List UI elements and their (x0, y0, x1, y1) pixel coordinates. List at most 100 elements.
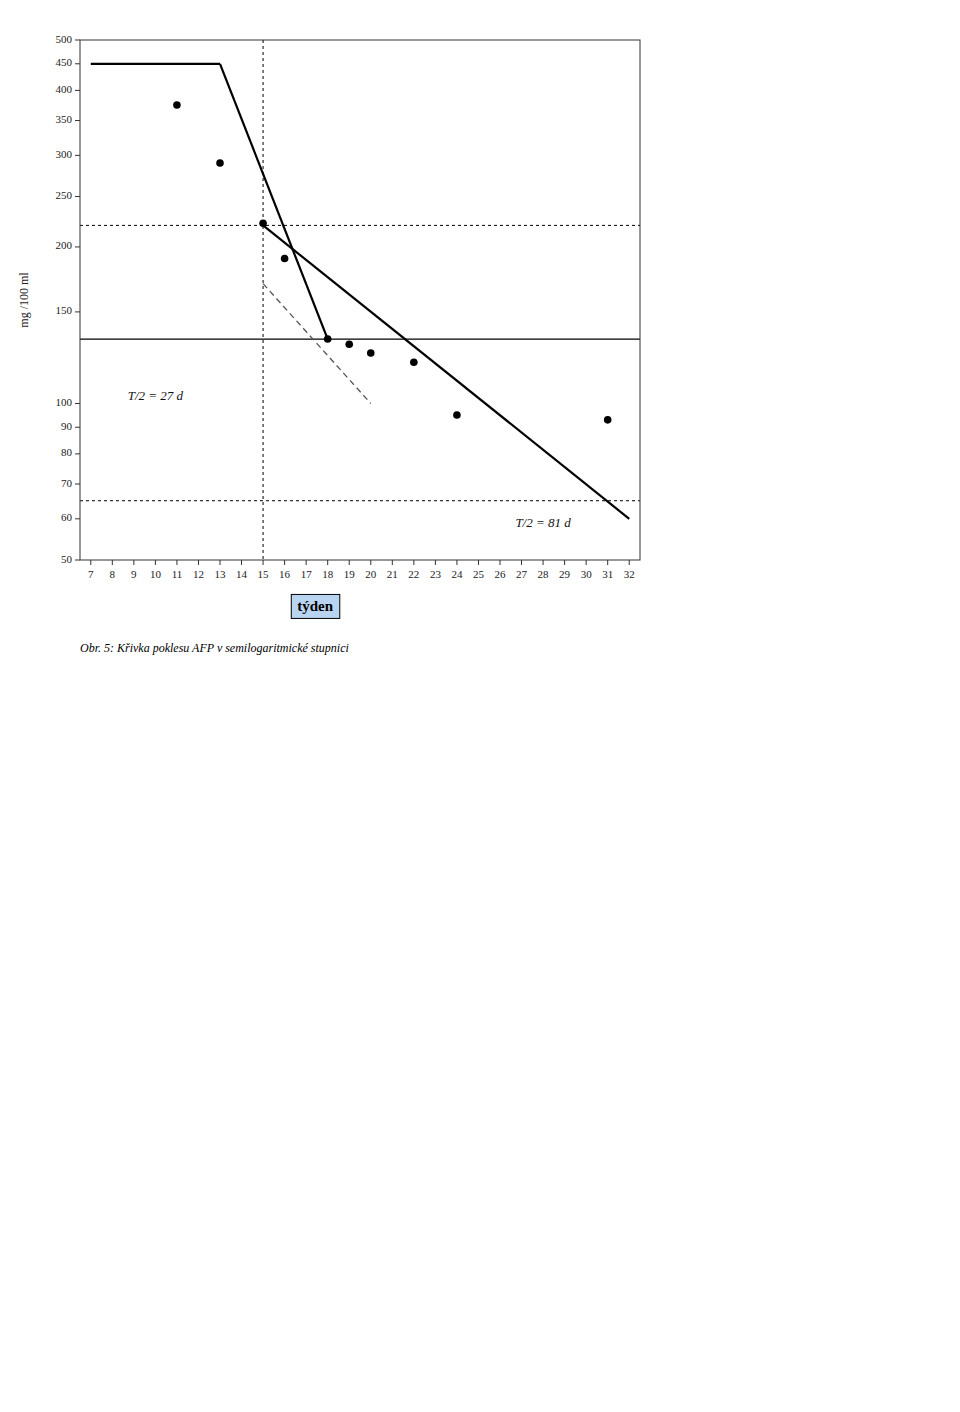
x-tick-label: 24 (451, 568, 463, 580)
reference-hline (80, 225, 640, 226)
x-tick-label: 15 (258, 568, 270, 580)
x-tick (133, 560, 134, 565)
x-tick (543, 560, 544, 565)
point (281, 255, 289, 263)
y-axis: 5060708090100150200250300350400450500mg … (17, 33, 80, 565)
line (263, 225, 629, 518)
annotations: T/2 = 27 d T/2 = 81 d (128, 388, 572, 530)
y-tick-label: 50 (61, 553, 73, 565)
y-tick (75, 246, 80, 247)
x-tick-label: 14 (236, 568, 248, 580)
x-tick (241, 560, 242, 565)
y-tick (75, 40, 80, 41)
x-tick-label: 7 (88, 568, 94, 580)
x-tick (500, 560, 501, 565)
x-axis-label: týden (297, 598, 333, 614)
y-tick-label: 100 (56, 396, 73, 408)
x-tick (413, 560, 414, 565)
x-axis-label-box: týden (291, 594, 339, 618)
reference-hline (80, 500, 640, 501)
x-tick-label: 30 (581, 568, 593, 580)
y-tick-label: 400 (56, 83, 73, 95)
y-tick (75, 403, 80, 404)
y-tick (75, 453, 80, 454)
x-tick-label: 32 (624, 568, 635, 580)
point (453, 411, 461, 419)
reference-vline (263, 40, 264, 560)
y-tick-label: 300 (56, 148, 73, 160)
x-tick (198, 560, 199, 565)
y-tick-label: 450 (56, 56, 73, 68)
y-tick (75, 518, 80, 519)
point (345, 340, 353, 348)
x-tick (564, 560, 565, 565)
x-tick (349, 560, 350, 565)
x-axis-label-background (291, 594, 339, 618)
x-tick-label: 18 (322, 568, 334, 580)
x-tick (327, 560, 328, 565)
x-tick-label: 22 (408, 568, 419, 580)
x-tick (90, 560, 91, 565)
x-tick-label: 27 (516, 568, 528, 580)
x-tick-label: 17 (301, 568, 313, 580)
x-tick-label: 9 (131, 568, 137, 580)
x-tick (456, 560, 457, 565)
x-tick-label: 25 (473, 568, 485, 580)
y-tick (75, 90, 80, 91)
x-tick (521, 560, 522, 565)
y-tick-label: 500 (56, 33, 73, 45)
x-tick (155, 560, 156, 565)
x-tick (284, 560, 285, 565)
point (259, 220, 267, 228)
x-tick (370, 560, 371, 565)
y-tick-label: 80 (61, 446, 73, 458)
plot-frame (80, 40, 640, 560)
x-axis: 7891011121314151617181920212223242526272… (88, 560, 635, 580)
point (410, 358, 418, 366)
x-tick-label: 23 (430, 568, 442, 580)
x-tick-label: 29 (559, 568, 571, 580)
point (173, 101, 181, 109)
chart: 5060708090100150200250300350400450500mg … (0, 0, 960, 1412)
x-tick (112, 560, 113, 565)
x-tick-label: 16 (279, 568, 291, 580)
y-tick-label: 70 (61, 477, 73, 489)
x-tick-label: 26 (495, 568, 507, 580)
y-tick-label: 200 (56, 239, 73, 251)
x-tick (586, 560, 587, 565)
x-tick-label: 12 (193, 568, 204, 580)
x-tick-label: 28 (538, 568, 550, 580)
x-tick (392, 560, 393, 565)
y-axis-label: mg /100 ml (17, 272, 31, 328)
y-tick-label: 60 (61, 511, 73, 523)
y-tick (75, 155, 80, 156)
x-tick-label: 8 (110, 568, 116, 580)
y-tick (75, 311, 80, 312)
y-tick (75, 196, 80, 197)
caption: Obr. 5: Křivka poklesu AFP v semilogarit… (80, 641, 349, 655)
x-tick-label: 31 (602, 568, 613, 580)
y-tick-label: 250 (56, 189, 73, 201)
y-tick (75, 560, 80, 561)
point (216, 159, 224, 167)
line (91, 63, 220, 65)
x-tick-label: 20 (365, 568, 377, 580)
point (367, 349, 375, 357)
line (220, 64, 328, 339)
x-tick (306, 560, 307, 565)
y-tick (75, 120, 80, 121)
x-tick-label: 21 (387, 568, 398, 580)
x-tick-label: 13 (215, 568, 227, 580)
x-tick (478, 560, 479, 565)
annotation: T/2 = 81 d (515, 515, 571, 530)
y-tick (75, 427, 80, 428)
x-tick-label: 11 (172, 568, 183, 580)
y-tick-label: 150 (56, 304, 73, 316)
x-tick (435, 560, 436, 565)
x-tick-label: 19 (344, 568, 356, 580)
annotation: T/2 = 27 d (128, 388, 184, 403)
y-tick-label: 90 (61, 420, 73, 432)
line (263, 284, 371, 404)
plot-area (80, 40, 640, 560)
point (604, 416, 612, 424)
